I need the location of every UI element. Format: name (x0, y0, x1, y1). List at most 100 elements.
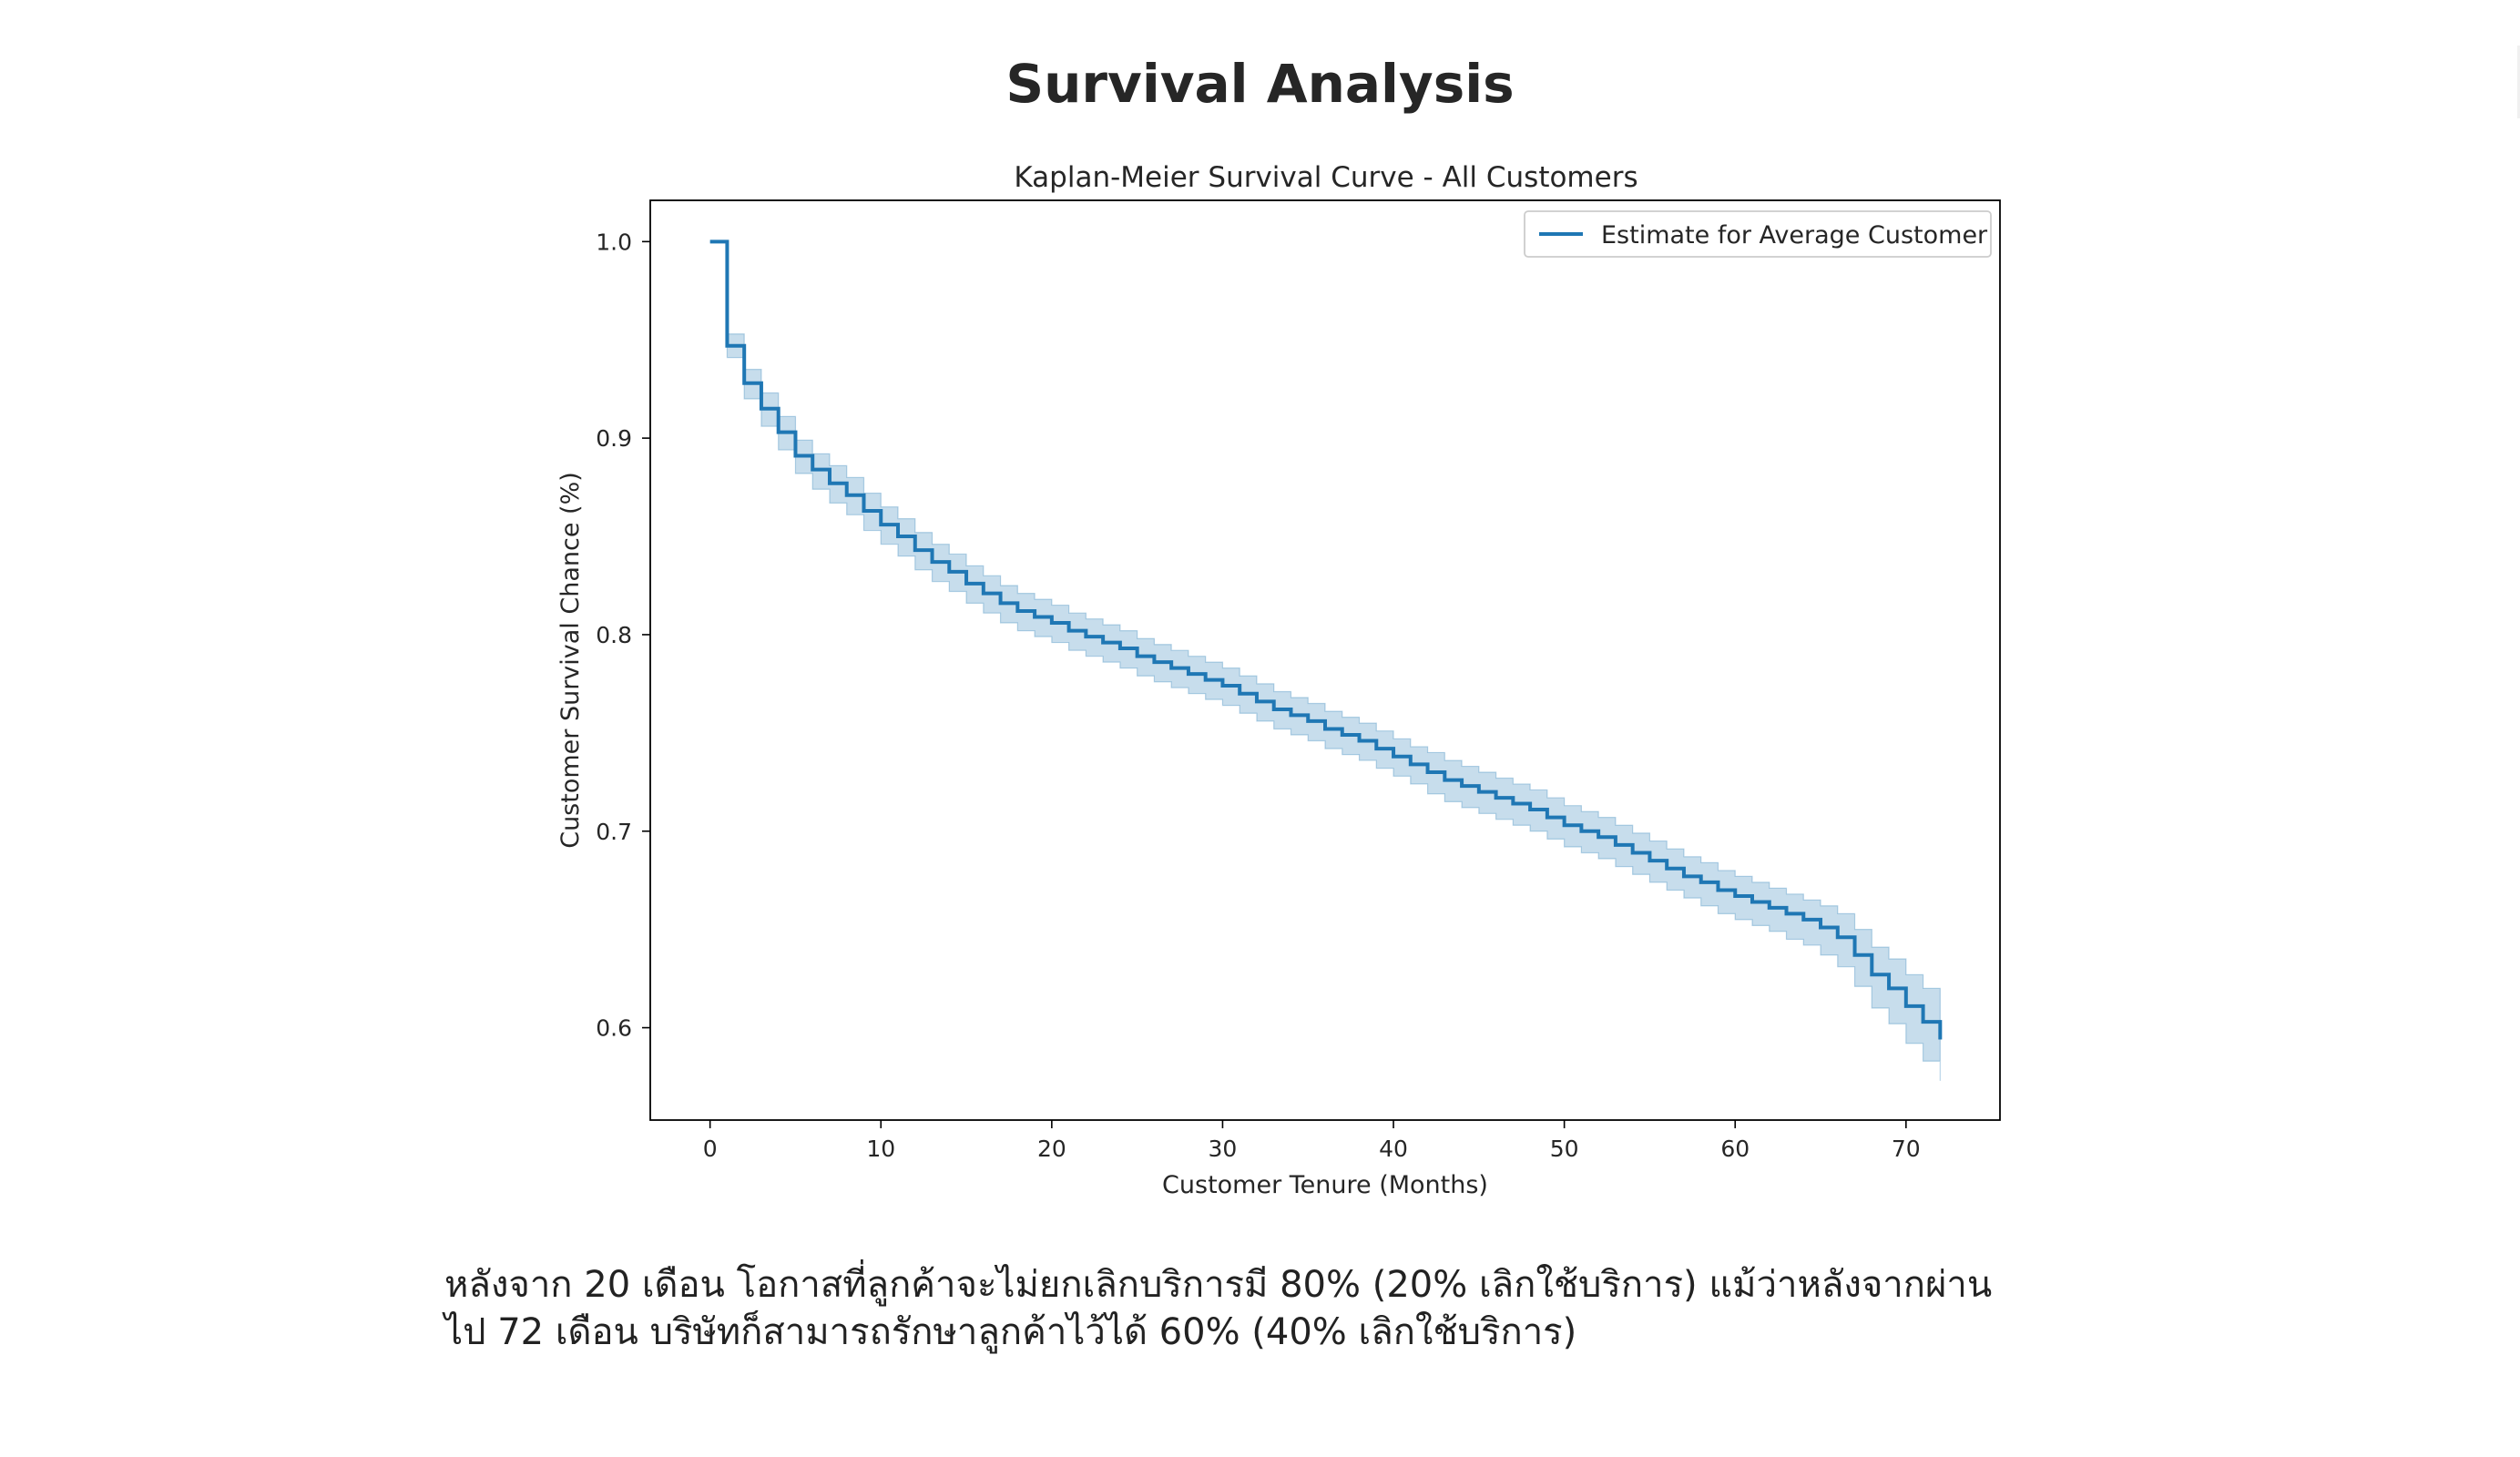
survival-point (1067, 629, 1071, 633)
plot-frame (649, 199, 2001, 1121)
survival-chart: Kaplan-Meier Survival Curve - All Custom… (537, 146, 2067, 1211)
survival-point (1733, 894, 1737, 898)
survival-point (1836, 935, 1840, 939)
survival-point (1050, 621, 1054, 625)
plot-area (709, 239, 1943, 1081)
caption: หลังจาก 20 เดือน โอกาสที่ลูกค้าจะไม่ยกเล… (444, 1261, 2175, 1356)
survival-point (1922, 1020, 1925, 1024)
survival-point (1204, 678, 1208, 682)
survival-point (1255, 699, 1259, 703)
survival-point (1015, 609, 1019, 613)
survival-point (828, 482, 831, 485)
survival-point (1187, 672, 1190, 676)
x-tick-label: 50 (1550, 1136, 1579, 1162)
survival-point (725, 344, 729, 348)
page-title: Survival Analysis (1005, 53, 1515, 115)
axes: 0 10 20 30 40 50 60 70 0.6 0.7 0.8 0.9 1.0 (596, 229, 1920, 1162)
survival-point (1460, 784, 1464, 788)
survival-point (1546, 816, 1549, 820)
survival-point (1665, 867, 1668, 871)
survival-point (1033, 616, 1036, 619)
survival-point (1597, 835, 1600, 839)
survival-point (1323, 728, 1327, 731)
survival-point (1904, 1004, 1908, 1008)
survival-point (1409, 762, 1413, 766)
survival-point (1152, 660, 1156, 664)
survival-point (1136, 655, 1139, 658)
y-tick-label: 1.0 (596, 229, 632, 255)
survival-point (1870, 973, 1873, 976)
y-tick-label: 0.7 (596, 819, 632, 845)
survival-point (1750, 900, 1754, 903)
survival-point (879, 523, 883, 526)
survival-point (1511, 802, 1515, 806)
survival-point (1272, 708, 1276, 711)
survival-point (1101, 641, 1105, 645)
survival-point (793, 454, 797, 458)
survival-point (1238, 692, 1241, 696)
caption-line-2: ไป 72 เดือน บริษัทก็สามารถรักษาลูกค้าไว้… (444, 1311, 1577, 1353)
legend-label: Estimate for Average Customer (1601, 221, 1988, 250)
survival-point (1819, 926, 1822, 930)
survival-point (1563, 823, 1566, 827)
survival-point (1426, 770, 1430, 774)
y-tick-label: 0.8 (596, 622, 632, 648)
survival-point (1682, 874, 1686, 878)
survival-point (1306, 719, 1310, 723)
survival-point (1648, 859, 1651, 862)
x-axis-label: Customer Tenure (Months) (1162, 1171, 1488, 1199)
survival-point (896, 535, 900, 538)
survival-point (1579, 830, 1583, 833)
survival-point (1938, 1038, 1942, 1042)
y-tick-label: 0.6 (596, 1015, 632, 1042)
x-tick-label: 40 (1379, 1136, 1408, 1162)
y-tick-label: 0.9 (596, 425, 632, 452)
survival-point (913, 548, 917, 552)
survival-point (1528, 808, 1532, 811)
survival-point (1699, 881, 1703, 884)
survival-point (1801, 918, 1805, 922)
survival-point (1785, 912, 1789, 915)
survival-point (1614, 843, 1617, 847)
survival-point (1392, 755, 1395, 759)
survival-point (1341, 733, 1344, 737)
survival-point (1118, 647, 1122, 650)
survival-point (862, 509, 865, 513)
survival-point (1631, 851, 1635, 855)
survival-point (811, 468, 814, 472)
survival-point (760, 407, 763, 411)
survival-point (1716, 889, 1719, 892)
survival-point (1220, 684, 1224, 688)
x-tick-label: 10 (866, 1136, 895, 1162)
x-tick-label: 20 (1037, 1136, 1066, 1162)
legend-box (1524, 210, 1992, 258)
chart-svg: Kaplan-Meier Survival Curve - All Custom… (556, 161, 2001, 1199)
survival-point (1768, 906, 1771, 910)
survival-point (709, 239, 712, 243)
legend: Estimate for Average Customer (1524, 210, 1992, 258)
survival-point (845, 494, 849, 497)
x-tick-label: 30 (1209, 1136, 1238, 1162)
caption-line-1: หลังจาก 20 เดือน โอกาสที่ลูกค้าจะไม่ยกเล… (444, 1264, 1993, 1306)
survival-point (1477, 790, 1481, 794)
survival-point (1358, 739, 1362, 742)
x-tick-label: 60 (1720, 1136, 1750, 1162)
y-axis-label: Customer Survival Chance (%) (556, 472, 585, 849)
survival-point (931, 560, 934, 564)
survival-point (1887, 986, 1891, 990)
survival-point (999, 601, 1003, 605)
x-tick-label: 70 (1892, 1136, 1921, 1162)
survival-point (1374, 747, 1378, 750)
survival-point (1289, 713, 1292, 717)
survival-point (982, 592, 985, 596)
confidence-band (709, 240, 1941, 1081)
survival-point (1495, 796, 1498, 800)
survival-point (1169, 667, 1173, 670)
chart-title: Kaplan-Meier Survival Curve - All Custom… (1014, 161, 1637, 194)
survival-point (1853, 953, 1857, 957)
survival-point (777, 431, 780, 434)
survival-point (947, 570, 951, 574)
x-tick-label: 0 (703, 1136, 718, 1162)
page-edge-divider (2517, 46, 2520, 118)
survival-point (1443, 779, 1446, 782)
